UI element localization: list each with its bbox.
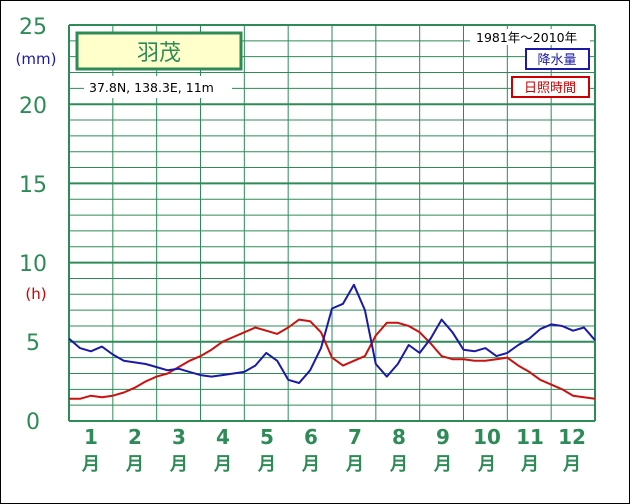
month-number: 1 [84, 425, 98, 449]
month-number: 4 [216, 425, 230, 449]
x-axis-months: 1 月 2 月 3 月 4 月 5 月 6 月 7 月 8 月 9 月 10 月… [81, 425, 586, 475]
period-label: 1981年～2010年 [476, 30, 577, 45]
precip-unit-label: (mm) [16, 50, 57, 68]
month-number: 10 [473, 425, 501, 449]
month-kanji: 月 [433, 454, 452, 475]
month-kanji: 月 [125, 454, 144, 475]
y-tick-label: 25 [19, 15, 47, 40]
month-number: 12 [558, 425, 586, 449]
station-title-box [75, 31, 243, 71]
y-tick-label: 5 [26, 331, 40, 356]
y-tick-label: 15 [19, 173, 47, 198]
grid [68, 24, 596, 422]
period-backdrop [470, 29, 590, 45]
month-number: 9 [436, 425, 450, 449]
month-kanji: 月 [345, 454, 364, 475]
y-tick-label: 0 [26, 410, 40, 435]
month-kanji: 月 [257, 454, 276, 475]
precip-line [68, 283, 596, 384]
month-number: 7 [348, 425, 362, 449]
month-number: 3 [172, 425, 186, 449]
legend-sunshine-box [511, 76, 590, 98]
month-kanji: 月 [477, 454, 496, 475]
coords-backdrop [84, 76, 232, 98]
y-tick-label: 20 [19, 94, 47, 119]
sunshine-line [69, 318, 596, 400]
legend-precip-label: 降水量 [537, 53, 576, 68]
month-kanji: 月 [301, 454, 320, 475]
month-number: 8 [392, 425, 406, 449]
legend-sunshine-label: 日照時間 [524, 81, 576, 96]
station-coords: 37.8N, 138.3E, 11m [89, 80, 214, 95]
legend-precip-box [525, 48, 590, 70]
month-kanji: 月 [562, 454, 581, 475]
y-tick-label: 10 [19, 252, 47, 277]
month-number: 6 [304, 425, 318, 449]
month-kanji: 月 [520, 454, 539, 475]
sunshine-unit-label: (h) [25, 285, 46, 303]
month-kanji: 月 [81, 454, 100, 475]
month-number: 2 [128, 425, 142, 449]
month-number: 11 [516, 425, 544, 449]
month-kanji: 月 [389, 454, 408, 475]
month-kanji: 月 [169, 454, 188, 475]
y-axis-ticks: 0 5 10 15 20 25 [19, 15, 47, 435]
month-number: 5 [260, 425, 274, 449]
station-name: 羽茂 [137, 41, 181, 66]
month-kanji: 月 [213, 454, 232, 475]
